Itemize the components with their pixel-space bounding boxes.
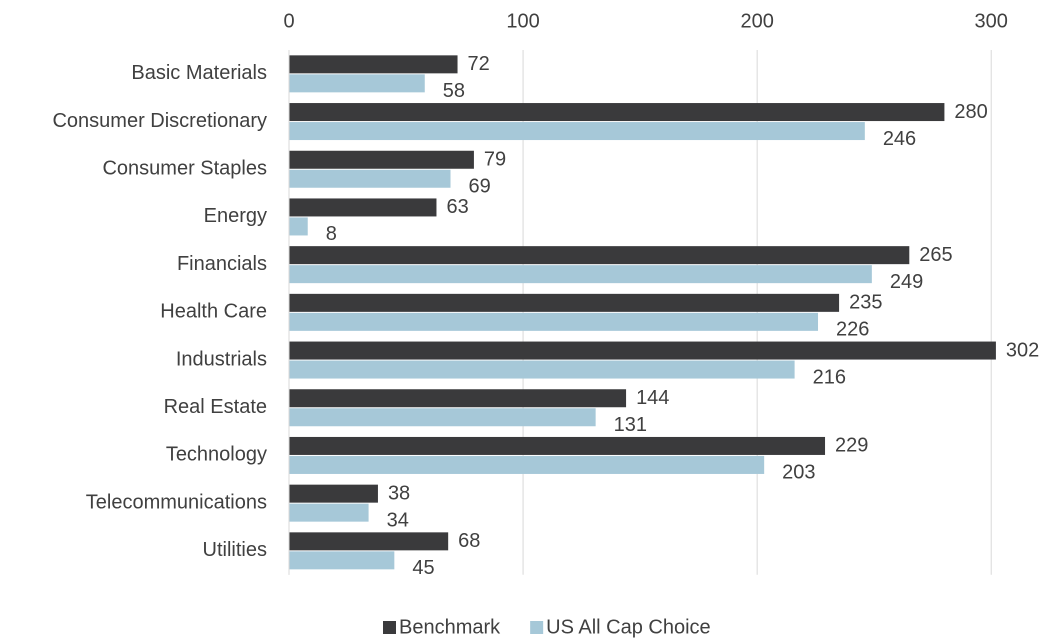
bar: [289, 169, 451, 188]
bar: [289, 246, 910, 265]
data-label: 38: [388, 482, 410, 504]
y-tick-label: Health Care: [160, 301, 267, 323]
data-label: 72: [468, 53, 490, 75]
data-label: 226: [836, 319, 869, 341]
bar: [289, 198, 437, 217]
data-label: 79: [484, 149, 506, 171]
data-label: 216: [813, 366, 846, 388]
bar: [289, 74, 425, 93]
bar: [289, 484, 378, 503]
bar: [289, 55, 458, 74]
y-tick-label: Consumer Staples: [102, 158, 267, 180]
legend-swatch: [530, 621, 544, 634]
bar: [289, 360, 795, 379]
data-label: 34: [387, 509, 409, 531]
data-label: 58: [443, 80, 465, 102]
data-label: 131: [614, 414, 647, 436]
y-tick-label: Industrials: [176, 348, 267, 370]
y-tick-label: Basic Materials: [131, 62, 267, 84]
data-label: 144: [636, 387, 669, 409]
data-label: 69: [469, 176, 491, 198]
bar: [289, 455, 765, 474]
legend-label: US All Cap Choice: [546, 616, 711, 638]
legend-label: Benchmark: [399, 616, 501, 638]
data-label: 229: [835, 435, 868, 457]
data-label: 246: [883, 128, 916, 150]
bar: [289, 293, 840, 312]
bar: [289, 532, 449, 551]
y-tick-label: Technology: [166, 444, 267, 466]
y-tick-label: Energy: [204, 205, 267, 227]
bar: [289, 217, 308, 236]
legend-swatch: [383, 621, 396, 634]
data-label: 302: [1006, 339, 1039, 361]
x-tick-label: 100: [506, 10, 539, 32]
data-label: 265: [919, 244, 952, 266]
y-tick-label: Telecommunications: [86, 491, 267, 513]
y-tick-label: Consumer Discretionary: [52, 110, 267, 132]
data-label: 8: [326, 223, 337, 245]
data-label: 63: [446, 196, 468, 218]
bar: [289, 312, 819, 331]
data-label: 203: [782, 462, 815, 484]
bar: [289, 341, 996, 360]
bar: [289, 150, 474, 169]
bar: [289, 551, 395, 570]
bar: [289, 408, 596, 427]
data-label: 45: [412, 557, 434, 579]
bar: [289, 103, 945, 122]
y-tick-label: Financials: [177, 253, 267, 275]
bar: [289, 436, 826, 455]
x-tick-label: 300: [975, 10, 1008, 32]
x-tick-label: 0: [283, 10, 294, 32]
y-tick-label: Utilities: [203, 539, 267, 561]
data-label: 235: [849, 292, 882, 314]
data-label: 249: [890, 271, 923, 293]
data-label: 280: [954, 101, 987, 123]
data-label: 68: [458, 530, 480, 552]
bar: [289, 503, 369, 522]
y-tick-label: Real Estate: [164, 396, 267, 418]
bar: [289, 389, 627, 408]
x-tick-label: 200: [740, 10, 773, 32]
bar: [289, 122, 865, 141]
bar: [289, 265, 872, 284]
